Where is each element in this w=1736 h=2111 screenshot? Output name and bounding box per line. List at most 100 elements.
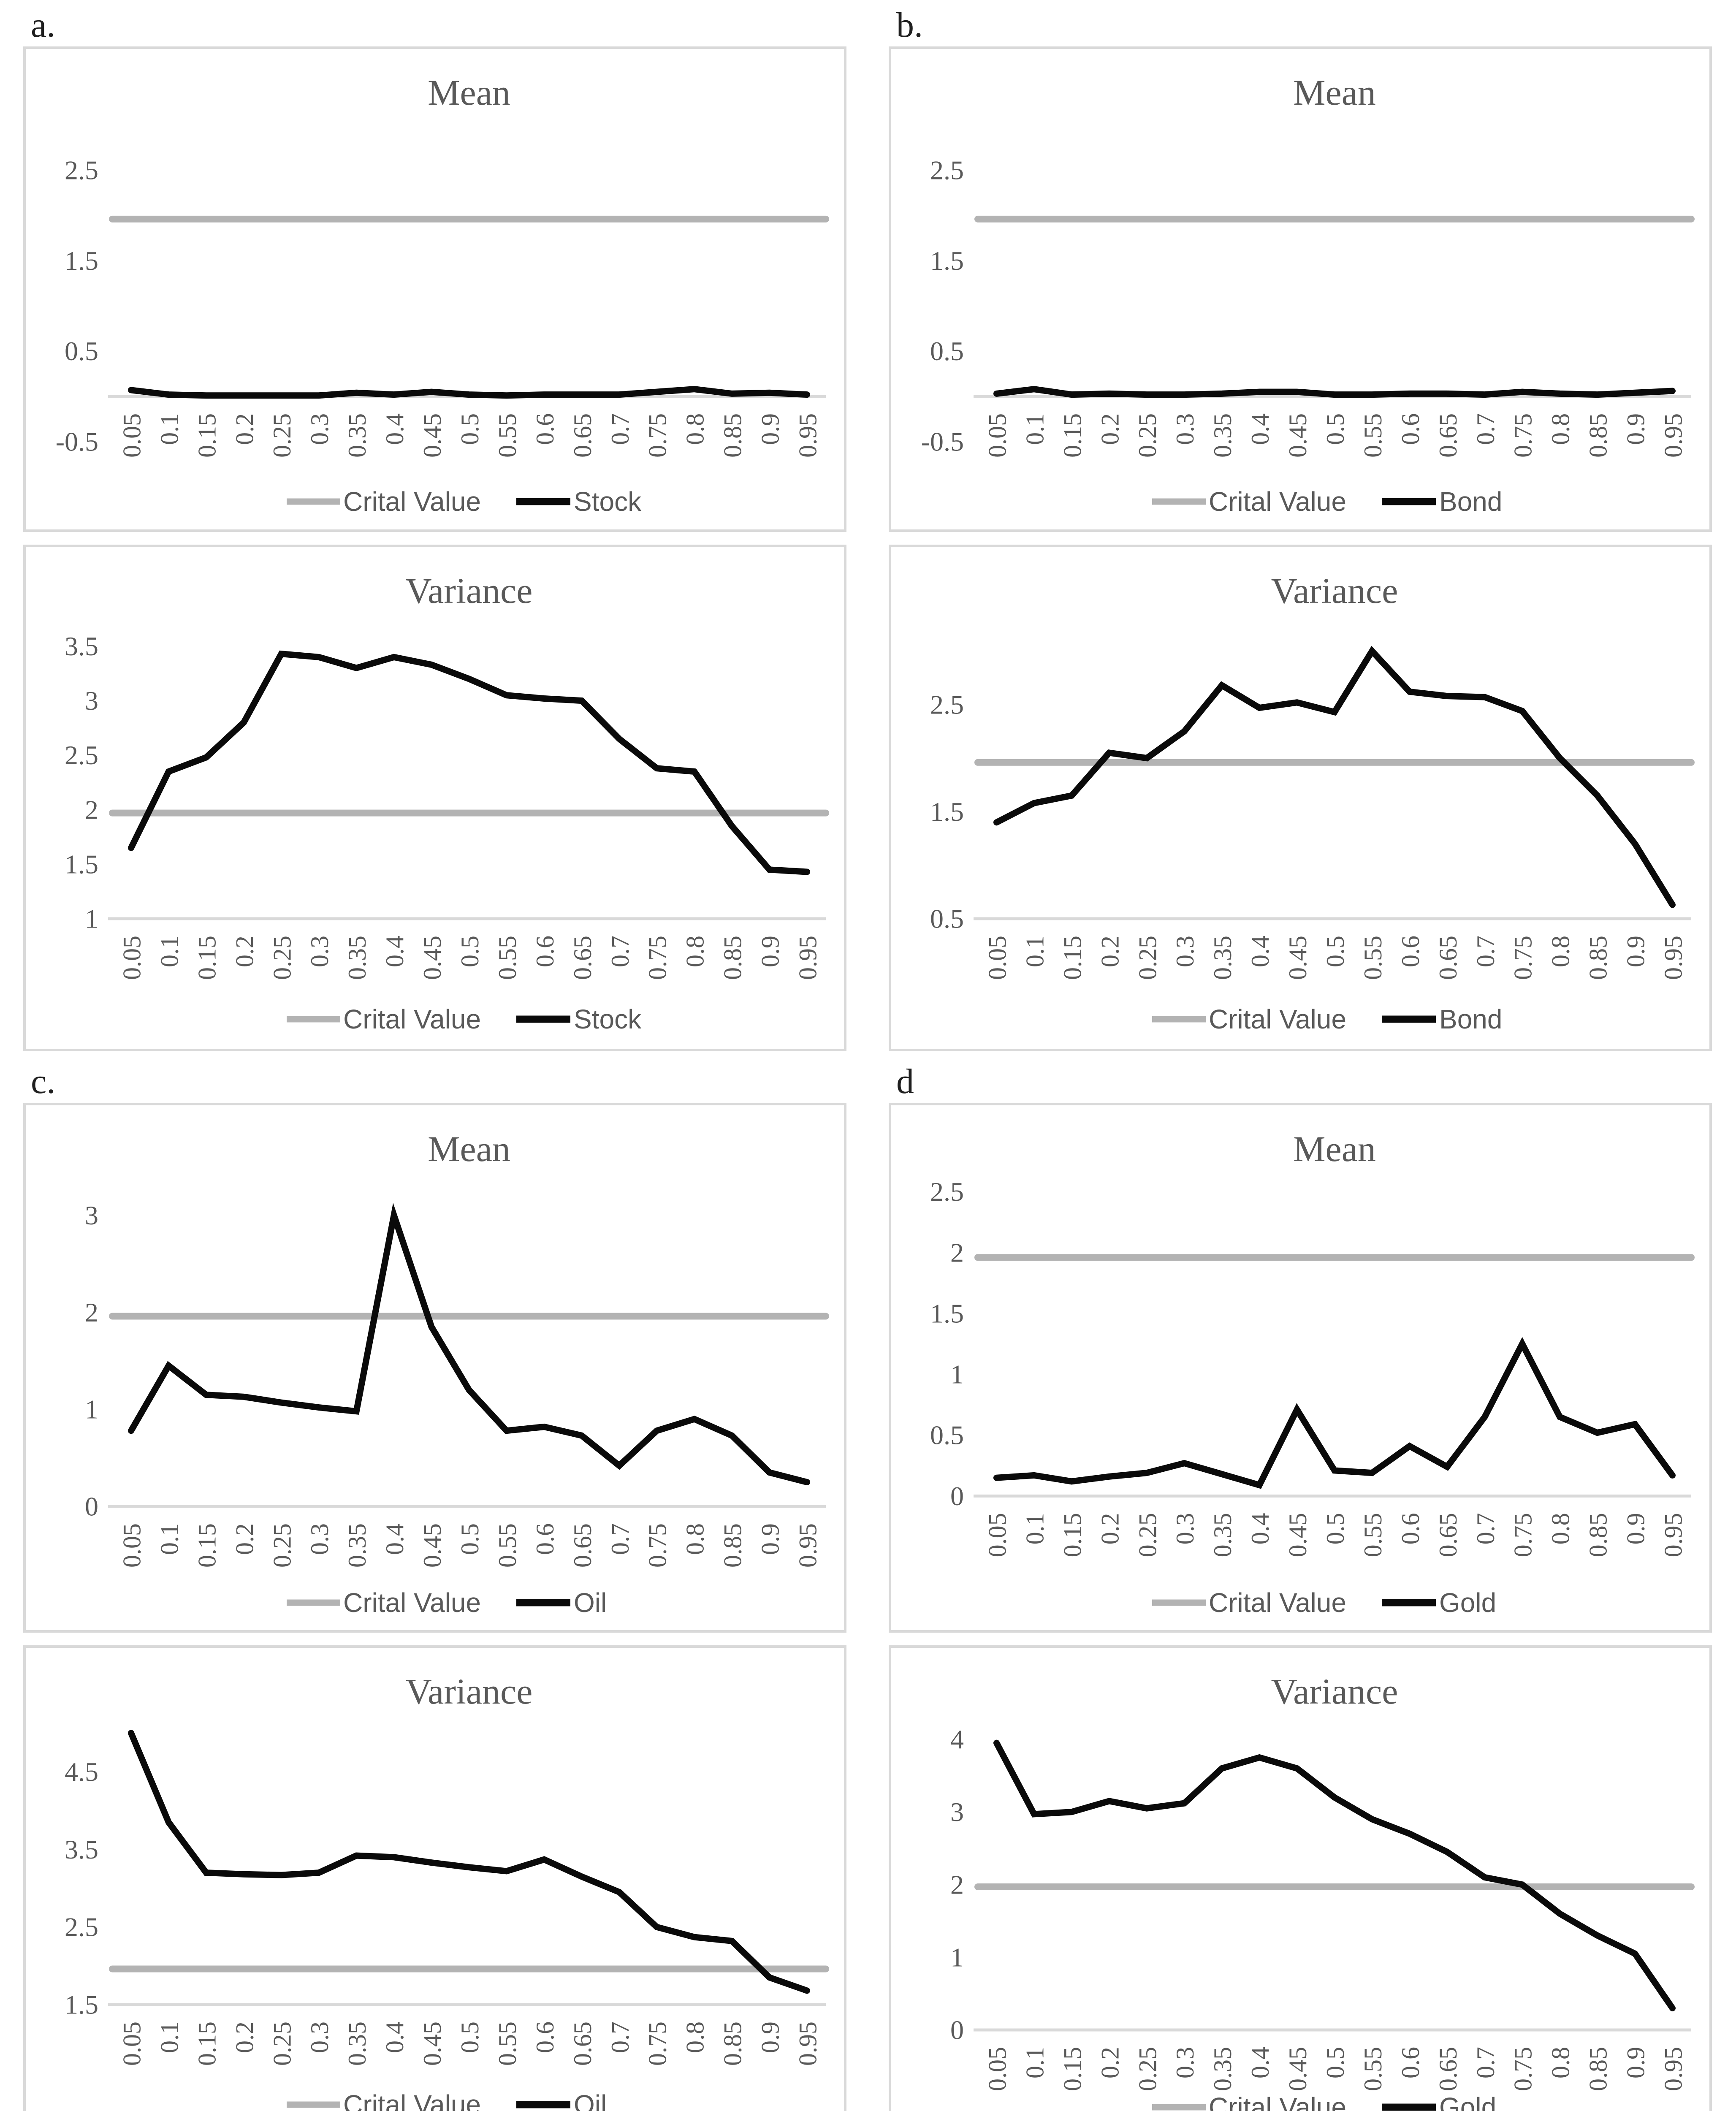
x-tick-label: 0.2 xyxy=(1096,1513,1124,1544)
x-tick-label: 0.9 xyxy=(757,936,784,967)
x-tick-label: 0.6 xyxy=(531,413,559,445)
legend-series-label: Stock xyxy=(574,486,642,517)
x-tick-label: 0.4 xyxy=(381,936,409,967)
legend-critical-label: Crital Value xyxy=(1209,1587,1346,1618)
x-tick-label: 0.25 xyxy=(268,2021,296,2066)
x-tick-label: 0.5 xyxy=(456,1523,484,1555)
x-tick-label: 0.4 xyxy=(381,1523,409,1555)
x-tick-label: 0.75 xyxy=(1509,413,1537,458)
x-tick-label: 0.85 xyxy=(1584,936,1612,980)
x-tick-label: 0.05 xyxy=(118,2021,146,2066)
panel-b: b. Mean 2.5 1.5 0.5 -0.5 0.05 0.1 0.15 0.2 0.25 0.… xyxy=(889,6,1712,1051)
y-tick-label: 1 xyxy=(85,904,98,934)
x-tick-label: 0.2 xyxy=(1096,413,1124,445)
y-tick-label: 4.5 xyxy=(65,1757,98,1787)
x-tick-label: 0.05 xyxy=(983,1513,1011,1557)
x-tick-label: 0.5 xyxy=(1321,413,1349,445)
chart-title: Variance xyxy=(1271,570,1398,611)
chart-svg-d-mean: Mean 2.5 2 1.5 1 0.5 0 0.05 0.1 0.15 0.2 0.25 0.3 0.3… xyxy=(930,1129,1695,1618)
y-tick-label: 0.5 xyxy=(65,336,98,366)
x-tick-label: 0.15 xyxy=(193,413,221,458)
x-tick-label: 0.9 xyxy=(757,2021,784,2053)
legend-critical-label: Crital Value xyxy=(343,2089,481,2111)
x-tick-label: 0.15 xyxy=(1058,1513,1086,1557)
y-tick-label: 2 xyxy=(950,1237,964,1267)
x-tick-label: 0.85 xyxy=(1584,1513,1612,1557)
series-line-bond xyxy=(993,386,1676,398)
x-tick-label: 0.7 xyxy=(1472,1513,1500,1544)
x-tick-label: 0.1 xyxy=(155,936,183,967)
x-tick-label: 0.05 xyxy=(118,1523,146,1568)
chart-d-variance: Variance 4 3 2 1 0 0.05 0.1 0.15 0.2 0.25 0.3 0.35 0.… xyxy=(889,1645,1712,2111)
x-tick-label: 0.5 xyxy=(1321,1513,1349,1544)
y-tick-label: 1.5 xyxy=(65,1990,98,2020)
x-tick-label: 0.7 xyxy=(1472,2047,1500,2078)
x-tick-label: 0.8 xyxy=(681,1523,709,1555)
legend-critical-label: Crital Value xyxy=(1209,1004,1346,1034)
chart-title: Variance xyxy=(1271,1671,1398,1712)
x-tick-label: 0.55 xyxy=(494,413,521,458)
y-tick-label: 3.5 xyxy=(65,1834,98,1864)
x-tick-label: 0.35 xyxy=(1209,1513,1237,1557)
panel-d-letter: d xyxy=(896,1062,914,1101)
x-tick-label: 0.35 xyxy=(343,936,371,980)
chart-svg-b-mean: Mean 2.5 1.5 0.5 -0.5 0.05 0.1 0.15 0.2 0.25 0.3 0.… xyxy=(921,72,1695,517)
y-tick-label: 2 xyxy=(85,1297,98,1327)
x-tick-label: 0.95 xyxy=(1660,2047,1687,2091)
x-tick-label: 0.4 xyxy=(381,413,409,445)
chart-a-variance: Variance 3.5 3 2.5 2 1.5 1 0.05 0.1 0.15 0.2 0.25 0.… xyxy=(23,545,846,1051)
x-tick-label: 0.95 xyxy=(1660,936,1687,980)
chart-title: Mean xyxy=(428,72,510,113)
x-tick-label: 0.45 xyxy=(1284,1513,1312,1557)
x-tick-label: 0.35 xyxy=(1209,936,1237,980)
x-tick-label: 0.55 xyxy=(494,2021,521,2066)
y-tick-label: 2.5 xyxy=(930,1177,964,1207)
x-tick-label: 0.25 xyxy=(1134,413,1161,458)
x-tick-label: 0.3 xyxy=(306,936,334,967)
x-tick-label: 0.7 xyxy=(606,936,634,967)
x-tick-label: 0.45 xyxy=(1284,936,1312,980)
x-tick-label: 0.7 xyxy=(606,1523,634,1555)
x-tick-label: 0.95 xyxy=(1660,413,1687,458)
series-line-oil xyxy=(128,1202,810,1485)
y-tick-label: 0 xyxy=(85,1492,98,1522)
x-tick-label: 0.55 xyxy=(494,936,521,980)
x-tick-label: 0.3 xyxy=(306,413,334,445)
chart-svg-c-mean: Mean 3 2 1 0 0.05 0.1 0.15 0.2 0.25 0.3 0.35 0.4 0.45… xyxy=(85,1129,829,1618)
panel-grid: a. Mean 2.5 1.5 0.5 -0.5 0.05 0.1 0.15 0.2 0.25 0.… xyxy=(23,6,1736,2111)
x-tick-label: 0.45 xyxy=(1284,2047,1312,2091)
x-tick-label: 0.7 xyxy=(606,2021,634,2053)
legend-series-label: Stock xyxy=(574,1004,642,1034)
x-tick-label: 0.8 xyxy=(1547,2047,1575,2078)
x-tick-label: 0.8 xyxy=(681,413,709,445)
x-tick-label: 0.55 xyxy=(1359,1513,1387,1557)
x-tick-label: 0.45 xyxy=(418,413,446,458)
legend-series-label: Bond xyxy=(1439,486,1502,517)
y-tick-label: 2.5 xyxy=(65,1912,98,1942)
x-tick-label: 0.5 xyxy=(456,413,484,445)
x-tick-label: 0.45 xyxy=(418,1523,446,1568)
x-tick-label: 0.55 xyxy=(1359,936,1387,980)
x-tick-label: 0.4 xyxy=(1246,1513,1274,1544)
y-tick-label: 1.5 xyxy=(930,1298,964,1328)
y-tick-label: 0 xyxy=(950,2015,964,2045)
x-tick-label: 0.1 xyxy=(155,2021,183,2053)
y-tick-label: 2.5 xyxy=(65,740,98,770)
x-tick-label: 0.2 xyxy=(1096,936,1124,967)
y-tick-label: 2.5 xyxy=(65,155,98,185)
legend-critical-label: Crital Value xyxy=(1209,2092,1346,2111)
x-tick-label: 0.9 xyxy=(757,1523,784,1555)
x-tick-label: 0.25 xyxy=(268,413,296,458)
chart-title: Variance xyxy=(406,570,533,611)
x-tick-label: 0.1 xyxy=(155,1523,183,1555)
x-tick-label: 0.5 xyxy=(456,936,484,967)
y-tick-label: 1 xyxy=(85,1395,98,1425)
x-tick-label: 0.95 xyxy=(1660,1513,1687,1557)
x-tick-label: 0.15 xyxy=(193,2021,221,2066)
x-tick-label: 0.25 xyxy=(268,1523,296,1568)
y-tick-label: 3 xyxy=(85,686,98,716)
x-tick-label: 0.2 xyxy=(231,1523,258,1555)
x-tick-label: 0.95 xyxy=(794,413,822,458)
x-tick-label: 0.05 xyxy=(983,413,1011,458)
x-tick-label: 0.7 xyxy=(606,413,634,445)
